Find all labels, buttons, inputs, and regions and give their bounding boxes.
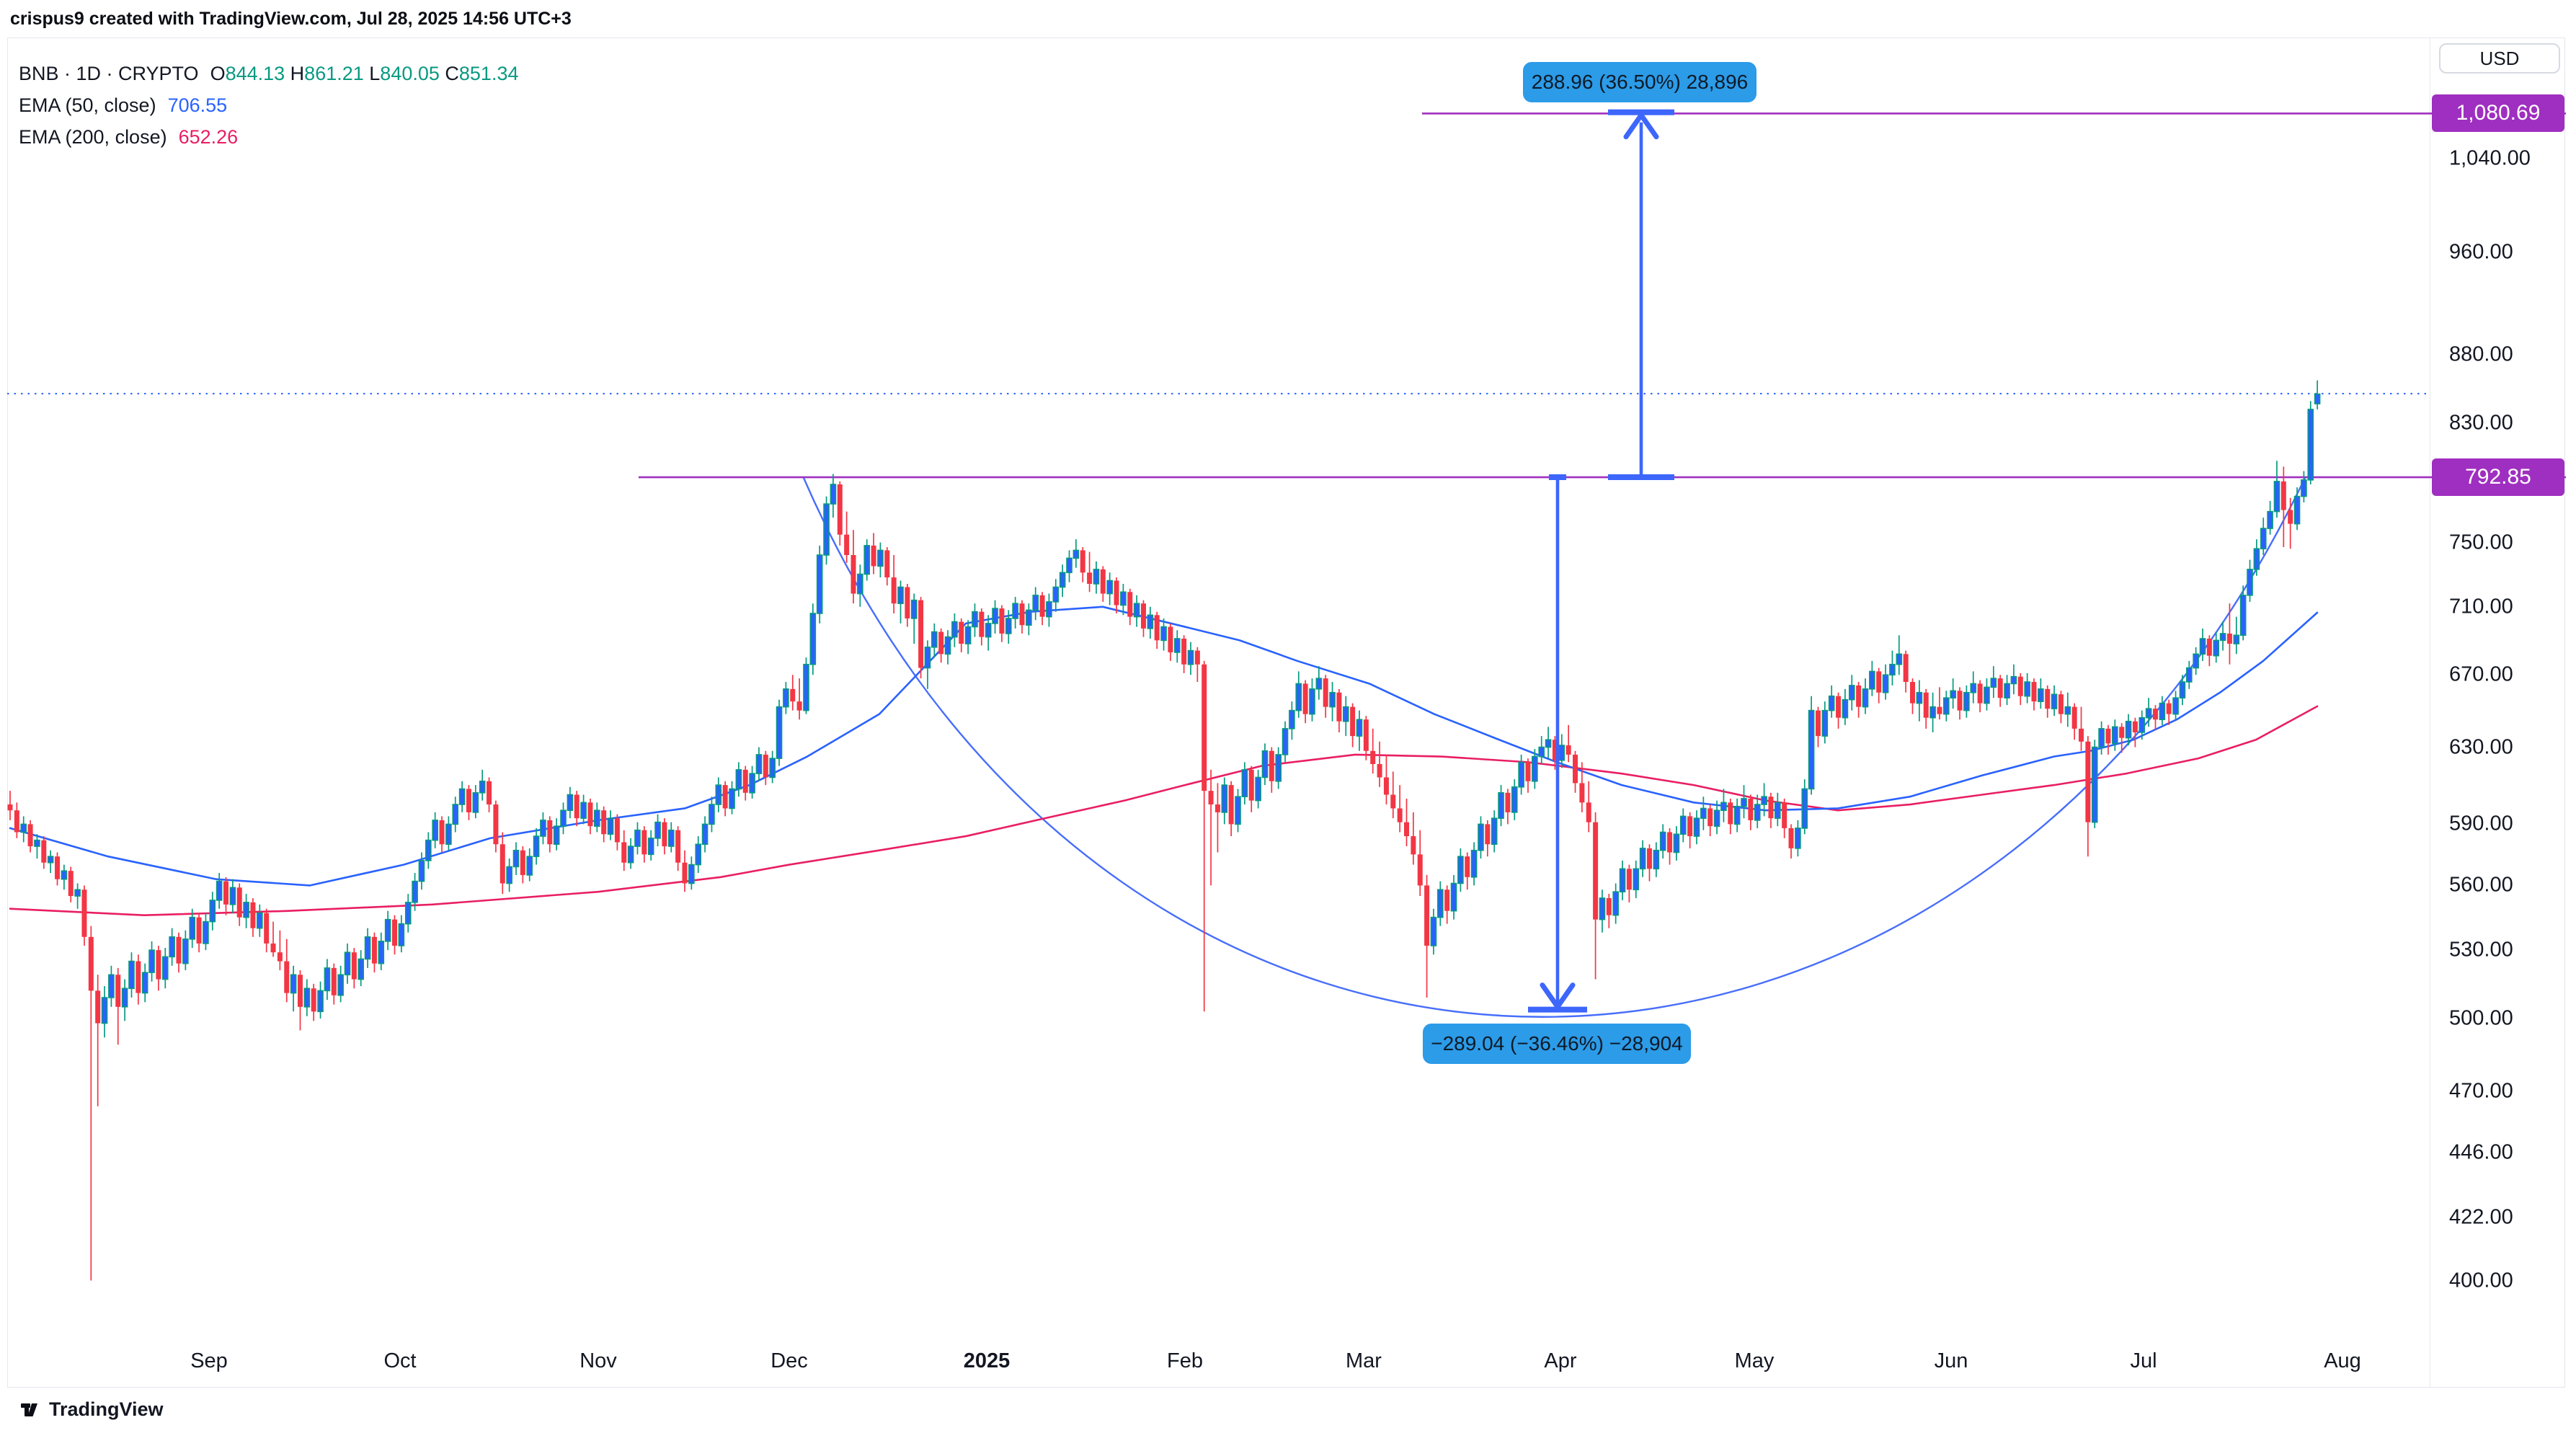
ohlc-key: L <box>369 63 381 84</box>
legend: BNB · 1D · CRYPTO O844.13 H861.21 L840.05… <box>19 58 518 153</box>
price-level-badge[interactable]: 1,080.69 <box>2432 94 2564 133</box>
symbol-title: BNB · 1D · CRYPTO <box>19 63 199 84</box>
attribution[interactable]: TradingView <box>20 1398 164 1421</box>
month-tick-label: Dec <box>770 1349 808 1372</box>
price-tick-label: 530.00 <box>2449 938 2513 962</box>
ema200-label: EMA (200, close) <box>19 126 167 148</box>
legend-symbol-row[interactable]: BNB · 1D · CRYPTO O844.13 H861.21 L840.05… <box>19 58 518 89</box>
price-tick-label: 560.00 <box>2449 873 2513 897</box>
currency-toggle-button[interactable]: USD <box>2439 43 2560 74</box>
ema50-value: 706.55 <box>167 94 228 116</box>
month-tick-label: Apr <box>1544 1349 1577 1372</box>
month-tick-label: Feb <box>1167 1349 1203 1372</box>
legend-ema200-row[interactable]: EMA (200, close) 652.26 <box>19 121 518 153</box>
page-title: crispus9 created with TradingView.com, J… <box>10 9 572 29</box>
ohlc-value: 840.05 <box>380 63 445 84</box>
price-tick-label: 880.00 <box>2449 342 2513 366</box>
attribution-text: TradingView <box>49 1398 164 1420</box>
price-tick-label: 590.00 <box>2449 812 2513 835</box>
ohlc-value: 851.34 <box>458 63 519 84</box>
price-level-badge[interactable]: 792.85 <box>2432 458 2564 497</box>
month-tick-label: May <box>1734 1349 1775 1372</box>
month-tick-label: 2025 <box>963 1349 1011 1372</box>
chart-widget <box>7 37 2565 1388</box>
legend-ema50-row[interactable]: EMA (50, close) 706.55 <box>19 89 518 121</box>
month-tick-label: Nov <box>579 1349 617 1372</box>
price-tick-label: 630.00 <box>2449 735 2513 759</box>
ohlc-value: 844.13 <box>225 63 290 84</box>
price-tick-label: 422.00 <box>2449 1205 2513 1229</box>
price-tick-label: 670.00 <box>2449 662 2513 686</box>
price-tick-label: 446.00 <box>2449 1140 2513 1164</box>
ohlc-key: C <box>445 63 459 84</box>
ema200-value: 652.26 <box>178 126 239 148</box>
price-tick-label: 830.00 <box>2449 411 2513 435</box>
month-tick-label: Mar <box>1346 1349 1382 1372</box>
month-tick-label: Oct <box>383 1349 417 1372</box>
price-tick-label: 960.00 <box>2449 240 2513 264</box>
ohlc-value: 861.21 <box>304 63 370 84</box>
month-tick-label: Aug <box>2324 1349 2361 1372</box>
month-tick-label: Jul <box>2130 1349 2157 1372</box>
price-tick-label: 470.00 <box>2449 1079 2513 1103</box>
measure-label-badge[interactable]: −289.04 (−36.46%) −28,904 <box>1423 1024 1691 1064</box>
price-tick-label: 710.00 <box>2449 595 2513 618</box>
ohlc-key: H <box>290 63 305 84</box>
price-tick-label: 500.00 <box>2449 1006 2513 1030</box>
month-tick-label: Sep <box>190 1349 228 1372</box>
price-tick-label: 750.00 <box>2449 531 2513 554</box>
month-tick-label: Jun <box>1934 1349 1968 1372</box>
measure-label-badge[interactable]: 288.96 (36.50%) 28,896 <box>1523 62 1756 102</box>
price-tick-label: 1,040.00 <box>2449 146 2531 170</box>
ohlc-key: O <box>210 63 226 84</box>
ema50-label: EMA (50, close) <box>19 94 156 116</box>
tradingview-logo-icon <box>21 1403 37 1416</box>
price-tick-label: 400.00 <box>2449 1269 2513 1292</box>
